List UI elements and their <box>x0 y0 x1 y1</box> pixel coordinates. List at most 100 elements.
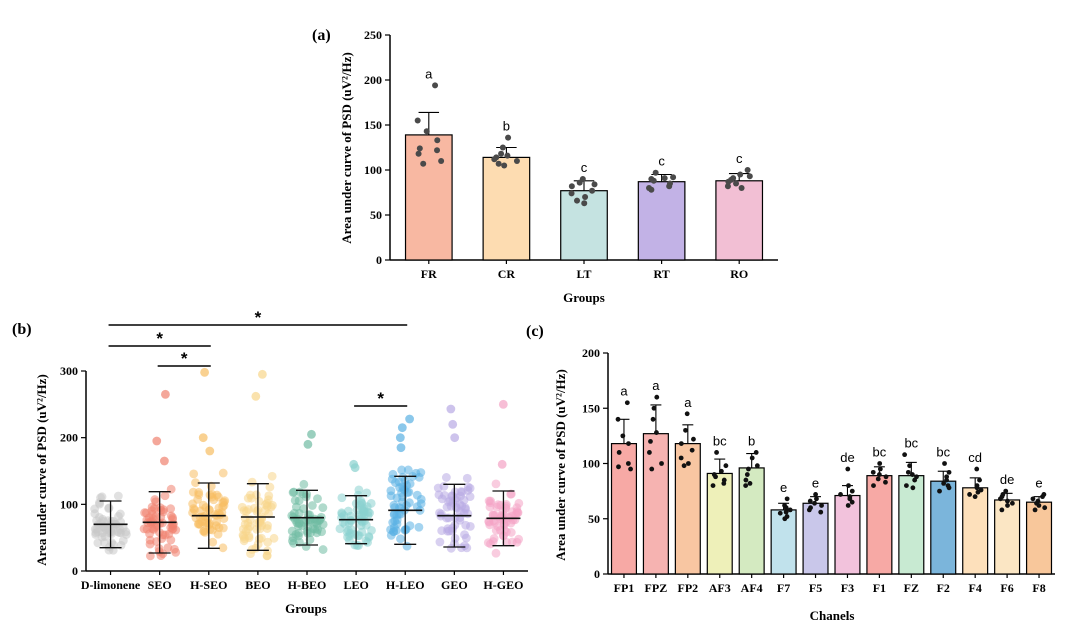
b-data-point <box>150 495 160 504</box>
c-data-point <box>1030 496 1036 502</box>
b-data-point <box>403 465 413 475</box>
b-xlabel: Groups <box>285 601 327 616</box>
c-xtick-label: FP1 <box>614 581 635 595</box>
b-data-point <box>345 531 355 541</box>
b-data-point <box>346 511 356 521</box>
c-data-point <box>910 485 916 491</box>
a-data-point <box>648 186 655 193</box>
c-data-point <box>721 480 727 486</box>
c-data-point <box>683 427 688 433</box>
a-data-point <box>414 117 421 124</box>
b-data-point <box>465 521 475 531</box>
b-data-point <box>263 537 273 547</box>
b-data-point <box>152 436 162 446</box>
a-xlabel: Groups <box>563 290 605 305</box>
c-data-point <box>616 464 621 470</box>
b-xtick-label: D-limonene <box>81 578 141 592</box>
b-data-point <box>218 543 228 553</box>
c-data-point <box>743 483 749 488</box>
c-data-point <box>718 468 724 474</box>
a-data-point <box>495 160 502 167</box>
c-ytick-label: 50 <box>588 512 600 526</box>
a-data-point <box>498 150 505 157</box>
c-bar <box>994 499 1021 575</box>
c-data-point <box>937 488 942 494</box>
a-bar <box>482 156 531 261</box>
b-data-point <box>405 414 414 424</box>
c-data-point <box>999 507 1005 513</box>
b-data-point <box>115 509 125 519</box>
b-data-point <box>437 494 447 504</box>
c-data-point <box>877 466 883 472</box>
b-data-point <box>488 510 498 520</box>
c-data-point <box>871 483 876 488</box>
b-data-point <box>492 502 502 512</box>
a-data-point <box>738 185 745 191</box>
b-xtick-label: H-GEO <box>483 578 523 592</box>
b-ytick-label: 200 <box>60 431 78 445</box>
c-data-point <box>787 507 793 513</box>
c-data-point <box>944 474 950 480</box>
c-data-point <box>1036 503 1042 508</box>
c-significance-letter: a <box>652 378 660 393</box>
c-data-point <box>777 510 783 516</box>
a-xtick-label: RT <box>653 267 669 281</box>
b-data-point <box>499 515 509 525</box>
b-data-point <box>350 463 360 473</box>
b-data-point <box>166 504 176 514</box>
c-data-point <box>904 483 909 488</box>
c-data-point <box>743 477 749 483</box>
b-data-point <box>490 517 500 527</box>
c-data-point <box>624 400 630 406</box>
b-data-point <box>208 537 218 547</box>
a-xtick-label: CR <box>498 267 516 281</box>
a-data-point <box>589 187 596 194</box>
c-xtick-label: AF4 <box>741 581 763 595</box>
c-xtick-label: F5 <box>809 581 822 595</box>
c-bar <box>642 433 669 575</box>
c-significance-letter: b <box>748 433 755 448</box>
a-data-point <box>724 183 731 190</box>
b-data-point <box>397 465 407 475</box>
c-bar <box>898 475 925 575</box>
c-data-point <box>845 503 851 508</box>
c-significance-letter: bc <box>936 445 950 460</box>
panel-label-a: (a) <box>312 27 331 44</box>
a-ylabel: Area under curve of PSD (uV²/Hz) <box>339 52 354 244</box>
a-data-point <box>423 128 430 135</box>
c-significance-letter: bc <box>873 445 887 460</box>
c-data-point <box>714 450 719 455</box>
c-data-point <box>1009 500 1015 506</box>
c-significance-letter: cd <box>968 450 982 465</box>
c-data-point <box>838 492 843 497</box>
b-data-point <box>161 389 170 399</box>
a-bar <box>637 181 686 261</box>
b-data-point <box>163 543 173 553</box>
c-data-point <box>946 485 952 491</box>
b-significance-star: * <box>181 349 188 368</box>
c-data-point <box>648 439 653 444</box>
b-data-point <box>463 482 473 492</box>
c-data-point <box>678 441 684 447</box>
b-ytick-label: 300 <box>60 364 78 378</box>
b-data-point <box>299 479 309 489</box>
b-data-point <box>166 523 176 532</box>
b-data-point <box>288 536 297 546</box>
a-data-point <box>581 200 588 207</box>
a-data-point <box>434 147 441 154</box>
c-ylabel: Area under curve of PSD (uV²/Hz) <box>553 369 568 561</box>
c-xtick-label: FP2 <box>677 581 698 595</box>
c-data-point <box>870 469 876 475</box>
a-data-point <box>670 174 677 181</box>
b-data-point <box>297 521 307 531</box>
a-data-point <box>568 183 575 190</box>
c-data-point <box>1032 507 1038 513</box>
c-data-point <box>975 489 981 495</box>
b-data-point <box>307 429 316 439</box>
b-data-point <box>416 468 426 477</box>
c-bar <box>930 480 957 575</box>
b-data-point <box>404 487 414 497</box>
c-data-point <box>753 450 759 455</box>
b-data-point <box>242 507 251 516</box>
